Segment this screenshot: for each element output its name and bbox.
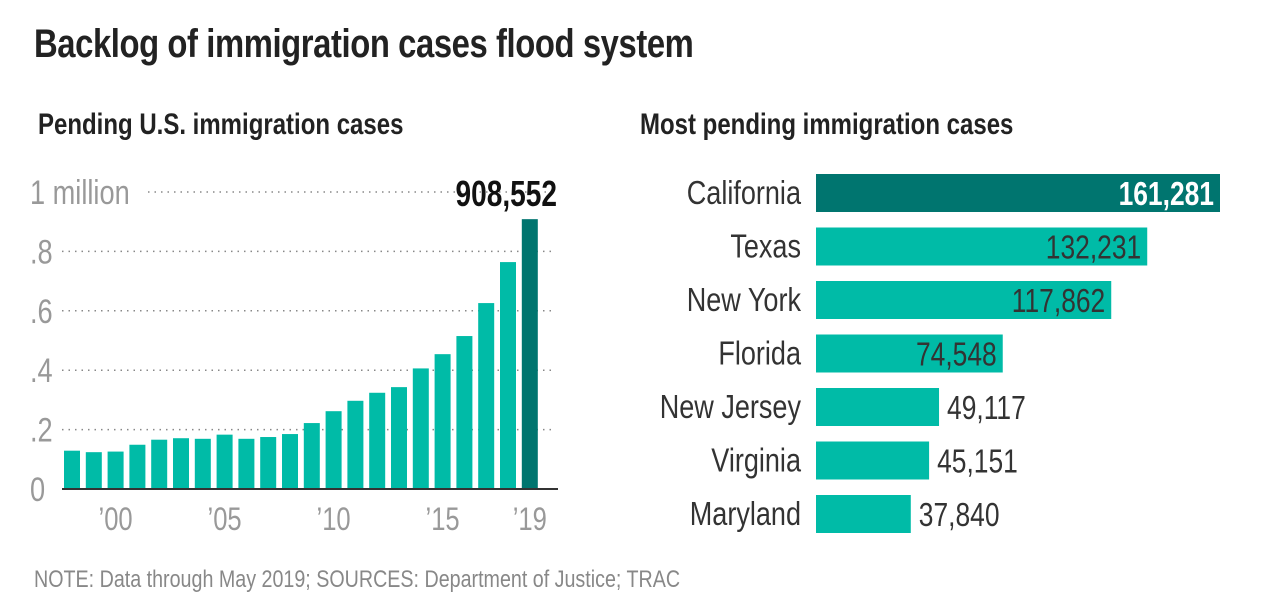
bar-2014	[412, 368, 429, 489]
bar-2000	[107, 451, 124, 489]
x-tick-label: ’19	[513, 502, 547, 537]
category-label: New York	[687, 283, 802, 319]
bar-2002	[151, 439, 168, 489]
bar-virginia	[816, 441, 930, 480]
bar-florida	[816, 334, 1003, 373]
bar-maryland	[816, 495, 911, 533]
value-label: 161,281	[1119, 176, 1214, 212]
y-tick-label: .6	[30, 292, 53, 331]
bar-new-york	[816, 281, 1112, 319]
y-tick-label: 0	[30, 470, 45, 509]
bar-2011	[347, 400, 364, 489]
value-label: 37,840	[919, 497, 1000, 533]
x-tick-label: ’05	[208, 502, 242, 537]
bar-2013	[391, 387, 407, 489]
category-label: Texas	[730, 229, 801, 265]
y-tick-label: 1 million	[30, 173, 130, 212]
bar-2003	[173, 438, 189, 489]
source-note: NOTE: Data through May 2019; SOURCES: De…	[34, 566, 681, 593]
bar-2016	[456, 336, 473, 489]
bar-2005	[216, 434, 233, 489]
bar-california	[816, 174, 1220, 212]
value-label: 45,151	[937, 444, 1018, 480]
x-tick-label: ’15	[426, 502, 460, 537]
category-label: Maryland	[690, 497, 801, 533]
bar-1999	[85, 452, 102, 489]
bar-2007	[260, 437, 277, 489]
bar-1998	[64, 450, 80, 489]
y-tick-label: .4	[30, 351, 53, 390]
bar-texas	[816, 227, 1148, 266]
y-tick-label: .2	[30, 411, 53, 450]
bar-2018	[500, 262, 516, 489]
y-tick-label: .8	[30, 232, 53, 271]
x-tick-label: ’00	[99, 502, 133, 537]
bar-2001	[129, 444, 146, 489]
bar-new-jersey	[816, 388, 940, 426]
category-label: New Jersey	[660, 390, 802, 426]
bar-2006	[238, 438, 255, 489]
left-chart-title: Pending U.S. immigration cases	[38, 108, 404, 141]
chart-title: Backlog of immigration cases flood syste…	[34, 22, 694, 66]
bar-2017	[478, 303, 495, 489]
bar-2010	[325, 411, 342, 489]
bar-2019	[521, 219, 538, 490]
value-label: 117,862	[1012, 283, 1105, 319]
data-label-2019: 908,552	[456, 174, 557, 214]
bar-2004	[194, 438, 211, 489]
bar-2015	[434, 354, 451, 489]
x-tick-label: ’10	[317, 502, 351, 537]
value-label: 132,231	[1046, 230, 1141, 266]
category-label: Florida	[718, 336, 801, 372]
category-label: Virginia	[711, 443, 801, 479]
bar-2009	[303, 423, 320, 489]
bar-2008	[282, 434, 298, 489]
right-chart-title: Most pending immigration cases	[640, 108, 1014, 141]
bar-2012	[369, 392, 386, 489]
value-label: 49,117	[947, 390, 1026, 426]
category-label: California	[687, 176, 801, 212]
value-label: 74,548	[916, 337, 997, 373]
